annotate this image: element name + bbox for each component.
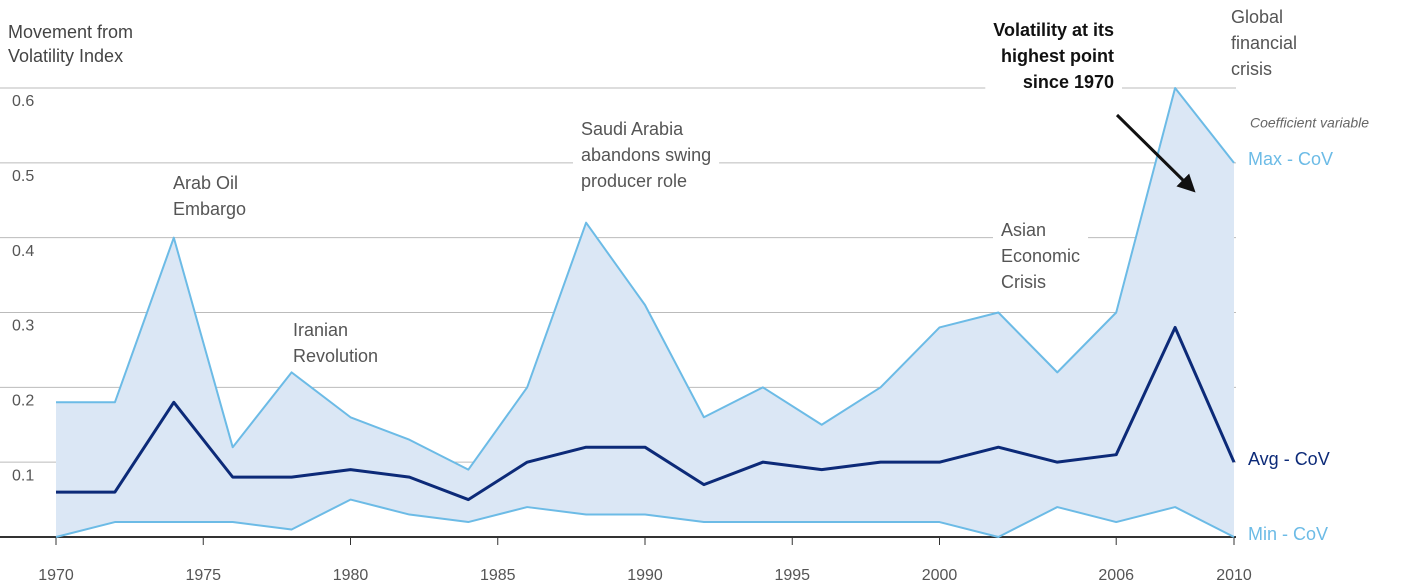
y-tick-label: 0.2: [12, 393, 34, 410]
annotation-text: producer role: [581, 171, 687, 191]
annotation-text: financial: [1231, 33, 1297, 53]
annotation: Saudi Arabia abandons swing producer role: [581, 119, 711, 191]
annotation: Asian Economic Crisis: [1001, 220, 1080, 292]
annotation-text: crisis: [1231, 59, 1272, 79]
series-line: [56, 87, 1235, 471]
annotation-arrow: [1115, 113, 1196, 193]
texts: 0.1 0.2 0.3 0.4 0.5 0.6 1970 1975 1980 1985 1990 19…: [8, 7, 1369, 584]
annotation: Global financial crisis: [1231, 7, 1297, 79]
x-tick-label: 2006: [1098, 567, 1134, 584]
annotation-text: Global: [1231, 7, 1283, 27]
legend-note: Coefficient variable: [1250, 115, 1369, 131]
annotation-background: [993, 215, 1089, 296]
x-tick-label: 2000: [922, 567, 958, 584]
y-tick-label: 0.1: [12, 467, 34, 484]
annotation-text: Saudi Arabia: [581, 119, 684, 139]
legend-label: Avg - CoV: [1248, 449, 1330, 469]
series-line: [55, 498, 1235, 538]
series-line: [56, 325, 1236, 502]
annotation-text: highest point: [1001, 46, 1114, 66]
y-axis-label: Volatility Index: [8, 46, 123, 66]
annotation-text: Asian: [1001, 220, 1046, 240]
annotation-background: [1223, 2, 1306, 83]
annotation-background: [985, 15, 1123, 96]
x-tick-label: 1995: [774, 567, 810, 584]
annotation-text: abandons swing: [581, 145, 711, 165]
annotation-text: Revolution: [293, 346, 378, 366]
y-tick-label: 0.4: [12, 243, 34, 260]
annotation: Iranian Revolution: [293, 320, 378, 366]
annotation-text: Economic: [1001, 246, 1080, 266]
annotation-backgrounds: [165, 2, 1306, 370]
annotation-background: [573, 114, 720, 195]
y-tick-label: 0.5: [12, 168, 34, 185]
x-tick-label: 1970: [38, 567, 74, 584]
annotation-text: since 1970: [1023, 72, 1114, 92]
x-tick-label: 1990: [627, 567, 663, 584]
band-layer: [56, 88, 1234, 537]
y-axis-label: Movement from: [8, 22, 133, 42]
annotation-background: [285, 315, 387, 370]
annotation-text: Crisis: [1001, 272, 1046, 292]
legend-label: Min - CoV: [1248, 524, 1328, 544]
x-tick-label: 2010: [1216, 567, 1252, 584]
range-band: [56, 88, 1234, 537]
annotation-text: Iranian: [293, 320, 348, 340]
x-tick-label: 1975: [185, 567, 221, 584]
annotation: Volatility at its highest point since 1970: [993, 20, 1114, 92]
annotation-background: [165, 168, 255, 223]
annotation-text: Embargo: [173, 199, 246, 219]
x-tick-label: 1985: [480, 567, 516, 584]
legend-label: Max - CoV: [1248, 149, 1333, 169]
lines: [0, 87, 1236, 545]
annotation-text: Arab Oil: [173, 173, 238, 193]
annotation-text: Volatility at its: [993, 20, 1114, 40]
y-tick-label: 0.3: [12, 318, 34, 335]
x-tick-label: 1980: [333, 567, 369, 584]
y-tick-label: 0.6: [12, 93, 34, 110]
annotation: Arab Oil Embargo: [173, 173, 246, 219]
